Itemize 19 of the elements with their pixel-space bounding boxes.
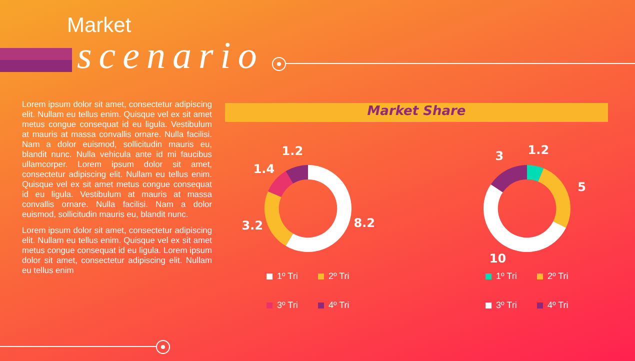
- data-label: 1.4: [253, 162, 275, 176]
- data-label: 8.2: [354, 216, 376, 230]
- legend-label: 4º Tri: [328, 300, 350, 310]
- legend-label: 4º Tri: [548, 300, 568, 310]
- text: Market Share: [225, 104, 608, 119]
- legend-label: 3º Tri: [496, 300, 517, 310]
- legend-label: 3º Tri: [277, 300, 298, 310]
- legend-label: 2º Tri: [548, 270, 568, 281]
- legend-label: 1º Tri: [277, 270, 298, 281]
- data-label: 10: [489, 251, 506, 266]
- legend-label: 2º Tri: [328, 270, 350, 281]
- legend-label: 1º Tri: [496, 270, 517, 281]
- data-label: 1.2: [528, 143, 550, 158]
- data-label: 1.2: [282, 144, 304, 158]
- text: Lorem ipsum dolor sit amet, consectetur adipiscing elit. Nullam eu tellus enim. Quisque vel ex sit amet metus congue consequat id eu ligula. Vestibulum at mauris at massa convallis ornare. Nulla facilisi. Nam a dolor euismod, sollicitudin mauris eu, blandit nunc. Nulla vehicula ante id mi faucibus ullamcorper. Lorem ipsum dolor sit amet, consectetur adipiscing elit. Nullam eu tellus enim. Quisque vel ex sit amet metus congue consequat id eu ligula. Vestibulum at mauris at massa convallis ornare. Nulla facilisi. Nam a dolor euismod, sollicitudin mauris eu, blandit nunc.: [22, 99, 212, 219]
- data-label: 3: [495, 149, 504, 164]
- text: Lorem ipsum dolor sit amet, consectetur adipiscing elit. Nullam eu tellus enim. Quisque vel ex sit amet metus congue consequat id eu ligula. Lorem ipsum dolor sit amet, consectetur adipiscing elit. Nullam eu tellus enim: [22, 225, 212, 275]
- data-label: 3.2: [242, 218, 263, 233]
- data-label: 5: [578, 180, 586, 194]
